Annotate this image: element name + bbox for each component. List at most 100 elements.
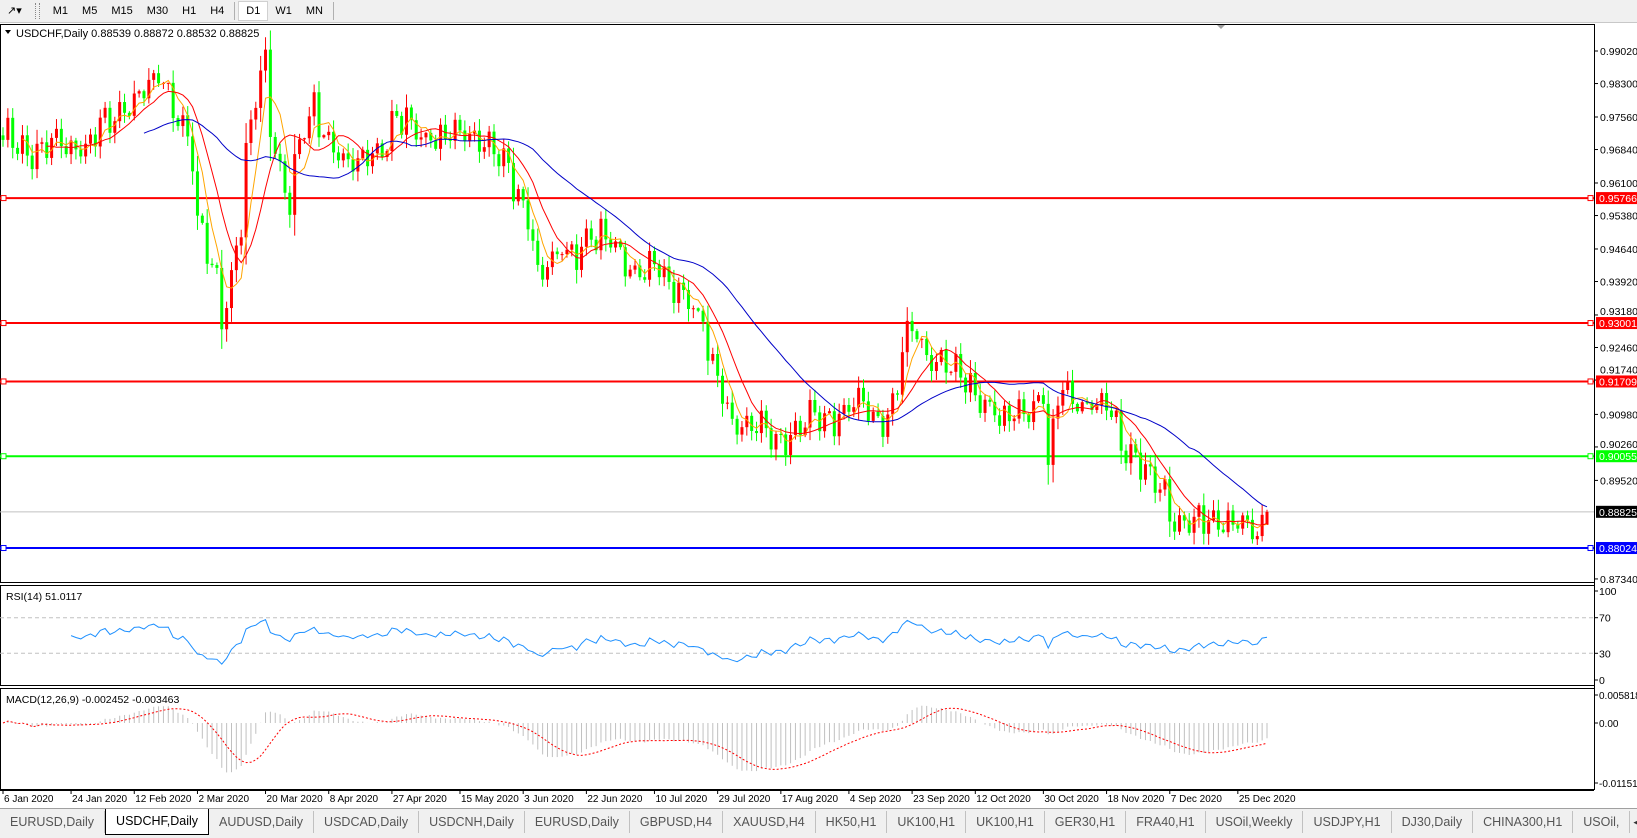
timeframe-m1-button[interactable]: M1	[52, 5, 69, 17]
line-handle-right[interactable]	[1587, 545, 1594, 552]
candle	[682, 274, 686, 300]
chart-tab[interactable]: USDCHF,Daily	[105, 809, 209, 835]
chart-tab[interactable]: HK50,H1	[816, 811, 888, 833]
timeframe-h4-button[interactable]: H4	[210, 5, 225, 17]
candle	[521, 186, 525, 208]
candle	[434, 134, 438, 151]
candle	[589, 220, 593, 248]
candle	[628, 264, 632, 279]
line-handle-right[interactable]	[1587, 378, 1594, 385]
line-handle-right[interactable]	[1587, 195, 1594, 202]
candle	[755, 421, 759, 442]
line-handle-left[interactable]	[0, 378, 7, 385]
line-handle-right[interactable]	[1587, 320, 1594, 327]
candle	[229, 262, 233, 322]
chart-tab[interactable]: CHINA300,H1	[1473, 811, 1574, 833]
candle-body	[930, 355, 934, 371]
candle	[20, 125, 24, 164]
line-handle-left[interactable]	[0, 453, 7, 460]
candle-body	[1, 135, 5, 140]
macd-signal-line	[2, 707, 1268, 770]
timeframe-h1-button[interactable]: H1	[182, 5, 197, 17]
candle	[677, 277, 681, 313]
chart-tab[interactable]: EURUSD,Daily	[525, 811, 630, 833]
candle	[686, 280, 690, 322]
chart-tab[interactable]: FRA40,H1	[1126, 811, 1206, 833]
candle	[293, 134, 297, 236]
time-tick-label: 6 Jan 2020	[4, 794, 54, 805]
candle	[584, 219, 588, 256]
candle	[876, 403, 880, 419]
chart-tab[interactable]: USDCAD,Daily	[314, 811, 420, 833]
chart-tab[interactable]: USDCNH,Daily	[419, 811, 525, 833]
candle	[79, 140, 83, 164]
candle-body	[273, 136, 277, 154]
chart-tab[interactable]: DJ30,Daily	[1392, 811, 1474, 833]
line-handle-right[interactable]	[1587, 453, 1594, 460]
candle	[278, 143, 282, 172]
candle	[1071, 369, 1075, 413]
candle-body	[769, 428, 773, 450]
scroll-left-icon[interactable]: ◀	[1633, 816, 1637, 827]
price-tick-label: 0.97560	[1600, 112, 1637, 124]
candle-body	[84, 143, 88, 157]
candle-body	[142, 91, 146, 99]
candle-body	[225, 308, 229, 330]
chart-tab[interactable]: GER30,H1	[1045, 811, 1127, 833]
timeframe-buttons: M1 M5 M15 M30 H1 H4 D1 W1 MN	[46, 1, 337, 21]
chart-tab[interactable]: AUDUSD,Daily	[209, 811, 315, 833]
candle	[949, 370, 953, 376]
candle	[1, 127, 5, 147]
candle	[910, 311, 914, 342]
collapse-triangle-icon[interactable]	[5, 30, 11, 34]
candle	[930, 347, 934, 382]
timeframe-m15-button[interactable]: M15	[111, 5, 133, 17]
candle	[118, 90, 122, 129]
candle	[541, 256, 545, 287]
timeframe-d1-button[interactable]: D1	[238, 1, 269, 21]
line-handle-left[interactable]	[0, 320, 7, 327]
candle	[113, 116, 117, 144]
chart-tab[interactable]: UK100,H1	[887, 811, 967, 833]
chart-tab[interactable]: USDJPY,H1	[1303, 811, 1392, 833]
chart-tab[interactable]: USOil,Weekly	[1206, 811, 1304, 833]
toolbar-grip[interactable]	[34, 3, 40, 19]
rsi-panel[interactable]	[0, 585, 1595, 686]
candle	[716, 344, 720, 388]
chart-window[interactable]: USDCHF,Daily 0.88539 0.88872 0.88532 0.8…	[0, 23, 1637, 808]
line-handle-left[interactable]	[0, 545, 7, 552]
timeframe-m5-button[interactable]: M5	[82, 5, 98, 17]
candle-body	[896, 393, 900, 395]
crosshair-cursor-icon[interactable]: ↗▾	[7, 5, 22, 17]
candle	[730, 390, 734, 425]
line-handle-left[interactable]	[0, 195, 7, 202]
candle	[137, 89, 141, 98]
candle-body	[1231, 510, 1235, 525]
candle	[6, 108, 10, 148]
candle-body	[259, 70, 263, 108]
candle-body	[453, 119, 457, 141]
candle-body	[511, 162, 515, 202]
candle-body	[934, 362, 938, 371]
chart-tab[interactable]: USOil,	[1573, 811, 1631, 833]
candle	[740, 421, 744, 442]
timeframe-mn-button[interactable]: MN	[305, 5, 323, 17]
candle	[468, 126, 472, 148]
candle	[633, 258, 637, 275]
time-tick-label: 27 Apr 2020	[393, 794, 447, 805]
candle-body	[876, 411, 880, 417]
candle	[1017, 390, 1021, 424]
candle	[1046, 390, 1050, 485]
candle	[1056, 396, 1060, 430]
timeframe-m30-button[interactable]: M30	[146, 5, 169, 17]
timeframe-w1-button[interactable]: W1	[275, 5, 292, 17]
candle-body	[662, 266, 666, 278]
chart-tab[interactable]: EURUSD,Daily	[0, 811, 106, 833]
chart-tab[interactable]: GBPUSD,H4	[630, 811, 724, 833]
chart-tab[interactable]: UK100,H1	[966, 811, 1045, 833]
chart-tab[interactable]: XAUUSD,H4	[723, 811, 816, 833]
price-panel[interactable]	[0, 24, 1595, 583]
chart-shift-marker-icon[interactable]	[1217, 25, 1225, 29]
candle-body	[16, 147, 20, 154]
macd-panel[interactable]	[0, 688, 1595, 790]
